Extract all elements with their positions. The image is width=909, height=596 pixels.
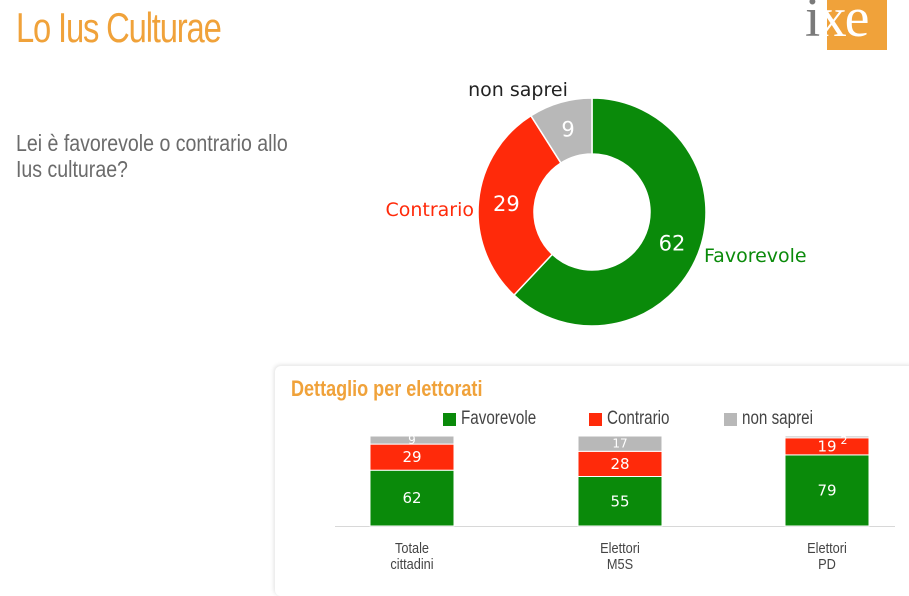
bar-totale-contrario (369, 443, 455, 471)
ixe-logo: ixe (805, 0, 889, 50)
bar-value-m5s-contrario: 28 (610, 455, 629, 473)
legend-label-contrario: Contrario (607, 408, 670, 429)
bar-m5s-favorevole (577, 476, 663, 527)
legend-swatch-non-saprei (724, 412, 737, 426)
legend-swatch-favorevole (443, 412, 456, 426)
bar-pd-favorevole (784, 454, 870, 527)
legend-item-non-saprei: non saprei (724, 408, 831, 430)
bar-value-m5s-non-saprei: 17 (612, 437, 627, 451)
donut-label-contrario: Contrario (385, 199, 474, 221)
category-label-pd: Elettori PD (807, 540, 847, 573)
stacked-bar-chart: 62 299 55 28 17 79 19 2 (335, 433, 895, 527)
category-label-m5s: Elettori M5S (600, 540, 640, 573)
bar-m5s-non-saprei (577, 435, 663, 452)
logo-box (827, 0, 887, 50)
bar-value-m5s-favorevole: 55 (610, 492, 629, 510)
donut-value-contrario: 29 (493, 192, 520, 216)
bar-value-pd-non-saprei: 2 (841, 434, 848, 447)
bar-value-totale-non-saprei: 9 (408, 433, 416, 447)
bar-totale-non-saprei (369, 435, 455, 445)
detail-legend: Favorevole Contrario non saprei (275, 408, 909, 432)
survey-question: Lei è favorevole o contrario allo Ius cu… (16, 130, 288, 182)
category-label-totale: Totale cittadini (390, 540, 434, 573)
donut-value-non-saprei: 9 (561, 117, 574, 141)
logo-text: ixe (805, 0, 869, 49)
legend-swatch-contrario (589, 412, 602, 426)
detail-title: Dettaglio per elettorati (291, 376, 483, 401)
page-title: Lo Ius Culturae (16, 4, 222, 51)
donut-label-favorevole: Favorevole (704, 245, 807, 267)
donut-slice-non-saprei (529, 97, 593, 165)
bar-pd-non-saprei (784, 435, 870, 439)
donut-slice-contrario (477, 114, 562, 297)
bar-value-pd-favorevole: 79 (817, 481, 836, 499)
bar-value-totale-favorevole: 62 (402, 489, 421, 507)
legend-item-favorevole: Favorevole (443, 408, 555, 430)
donut-chart: 62 Favorevole 29 Contrario 9 non saprei (385, 79, 807, 327)
donut-value-favorevole: 62 (659, 232, 686, 256)
legend-item-contrario: Contrario (589, 408, 685, 430)
bar-value-pd-contrario: 19 (817, 437, 836, 455)
donut-label-non-saprei: non saprei (468, 79, 568, 101)
donut-slice-favorevole (512, 97, 707, 327)
detail-card: Dettaglio per elettorati Favorevole Cont… (275, 366, 909, 596)
legend-label-non-saprei: non saprei (742, 408, 813, 429)
bar-totale-favorevole (369, 469, 455, 527)
legend-label-favorevole: Favorevole (461, 408, 537, 429)
bar-value-totale-contrario: 29 (402, 448, 421, 466)
bar-m5s-contrario (577, 450, 663, 478)
